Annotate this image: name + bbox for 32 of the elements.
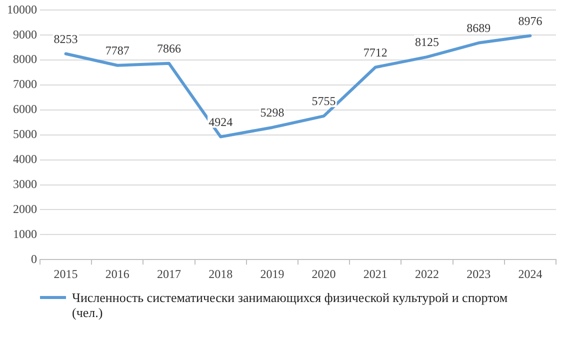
data-label: 8689	[466, 21, 491, 36]
y-tick-label: 7000	[13, 77, 37, 92]
y-tick-label: 8000	[13, 52, 37, 66]
x-tick-label: 2021	[363, 266, 388, 281]
data-label: 4924	[208, 114, 233, 129]
legend-label: Численность систематически занимающихся физической культурой и спортом (чел.)	[72, 290, 509, 320]
x-tick-label: 2024	[518, 266, 542, 281]
x-tick-label: 2018	[208, 266, 233, 281]
data-label: 5298	[260, 106, 284, 120]
y-tick-label: 5000	[13, 127, 37, 142]
y-tick-label: 10000	[7, 2, 37, 16]
x-tick-label: 2020	[312, 266, 336, 281]
x-tick-label: 2019	[260, 266, 284, 281]
x-tick-label: 2016	[105, 266, 130, 281]
y-tick-label: 1000	[13, 226, 37, 241]
y-tick-label: 9000	[13, 27, 37, 42]
data-label: 8125	[415, 35, 439, 50]
data-label: 7712	[363, 45, 388, 60]
data-label: 8253	[54, 32, 78, 46]
y-tick-label: 6000	[13, 102, 37, 116]
x-tick-label: 2023	[466, 266, 491, 281]
y-tick-label: 0	[31, 252, 37, 266]
data-label: 8976	[518, 14, 542, 28]
x-tick-label: 2022	[415, 266, 439, 281]
y-tick-label: 3000	[13, 176, 37, 191]
y-tick-label: 2000	[13, 202, 37, 216]
y-tick-label: 4000	[13, 152, 37, 166]
data-label: 7866	[157, 42, 181, 56]
data-label: 7787	[105, 44, 130, 58]
x-tick-label: 2015	[54, 266, 78, 281]
data-label: 5755	[312, 94, 336, 108]
x-tick-label: 2017	[157, 266, 181, 281]
